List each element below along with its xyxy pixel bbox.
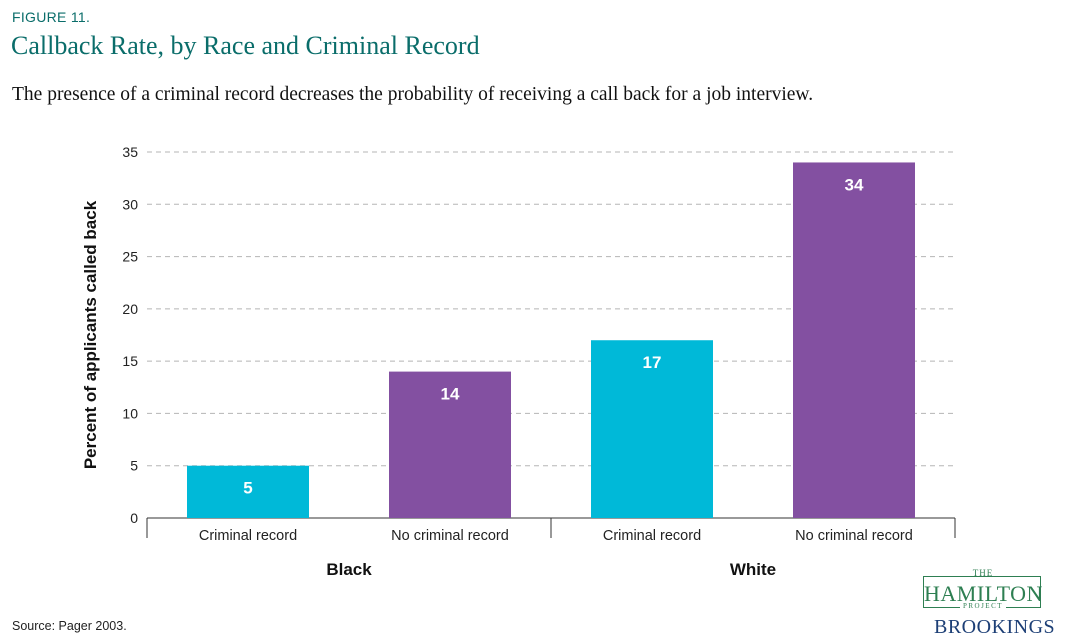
- bar-value-label: 34: [845, 175, 864, 194]
- group-label: Black: [326, 560, 372, 579]
- x-tick-label: No criminal record: [391, 528, 509, 544]
- x-tick-label: No criminal record: [795, 528, 913, 544]
- y-tick-label: 5: [130, 458, 138, 474]
- bar: [793, 162, 915, 518]
- y-tick-label: 0: [130, 510, 138, 526]
- hamilton-brookings-logo: THE HAMILTON PROJECT BROOKINGS: [918, 568, 1074, 640]
- bar-chart: 0 5 10 15 20 25 30 35 Percent of applicants call…: [81, 144, 956, 579]
- y-tick-label: 35: [122, 144, 138, 160]
- chart-subtitle: The presence of a criminal record decrea…: [12, 84, 814, 105]
- y-axis-label: Percent of applicants called back: [81, 200, 100, 469]
- chart-title: Callback Rate, by Race and Criminal Reco…: [11, 31, 480, 60]
- y-tick-label: 30: [122, 196, 138, 212]
- source-note: Source: Pager 2003.: [12, 619, 127, 633]
- y-tick-label: 15: [122, 353, 138, 369]
- bar-value-label: 17: [643, 353, 662, 372]
- bar: [187, 465, 309, 518]
- group-label: White: [730, 560, 776, 579]
- y-tick-label: 25: [122, 249, 138, 265]
- bar: [591, 340, 713, 518]
- logo-brookings: BROOKINGS: [934, 616, 1056, 638]
- x-tick-label: Criminal record: [603, 528, 701, 544]
- logo-project: PROJECT: [918, 602, 1048, 610]
- bar: [389, 371, 511, 518]
- y-tick-label: 10: [122, 405, 138, 421]
- y-tick-label: 20: [122, 301, 138, 317]
- figure-label: FIGURE 11.: [12, 9, 91, 25]
- logo-hamilton: HAMILTON: [924, 581, 1043, 606]
- x-tick-label: Criminal record: [199, 528, 297, 544]
- bar-value-label: 14: [441, 385, 460, 404]
- logo-project-text: PROJECT: [959, 602, 1007, 610]
- bar-value-label: 5: [243, 479, 252, 498]
- logo-the: THE: [972, 568, 994, 578]
